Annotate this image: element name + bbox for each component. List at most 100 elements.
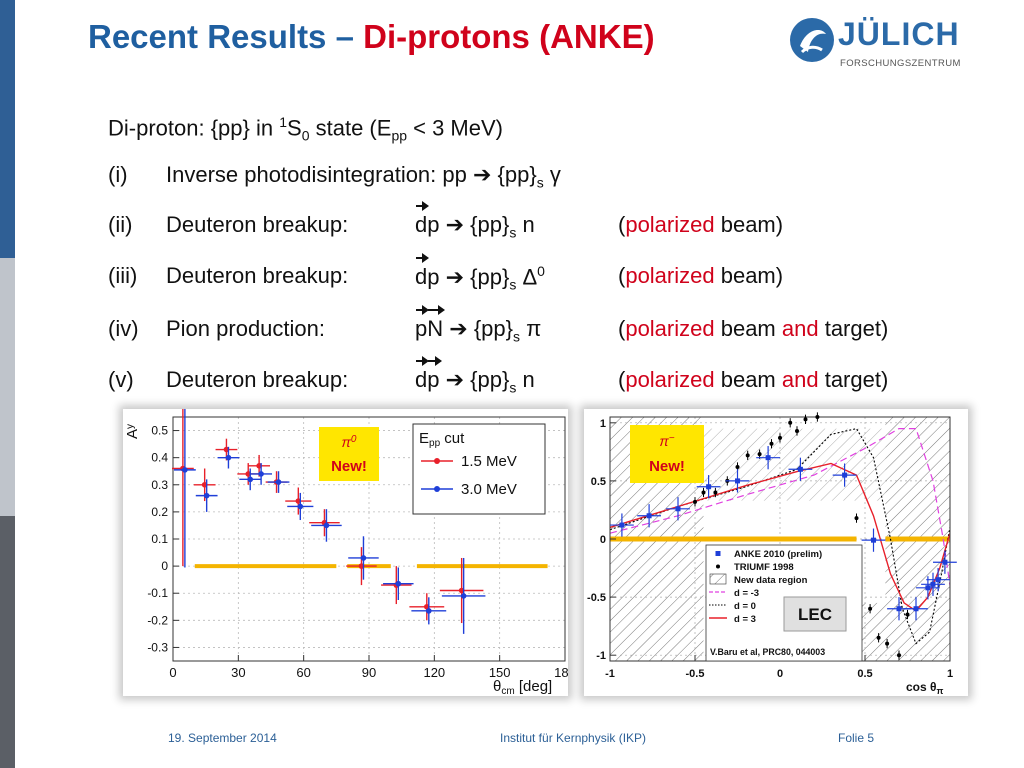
x-tick-label: 90 bbox=[362, 665, 376, 680]
data-point bbox=[896, 606, 902, 612]
data-point bbox=[735, 478, 740, 484]
data-point bbox=[745, 453, 750, 458]
polarized-vector-d: d bbox=[415, 253, 430, 290]
y-tick-label: 0.4 bbox=[151, 451, 168, 465]
y-tick-label: -1 bbox=[596, 650, 606, 662]
y-tick-label: 0 bbox=[161, 559, 168, 573]
accent-bar-blue bbox=[0, 0, 15, 258]
data-point bbox=[905, 612, 910, 617]
data-point bbox=[797, 466, 803, 472]
item-iv-number: (iv) bbox=[108, 316, 139, 341]
x-tick-label: -1 bbox=[605, 668, 615, 680]
y-tick-label: 0.1 bbox=[151, 532, 168, 546]
item-iii-note: (polarized beam) bbox=[618, 263, 784, 288]
data-point bbox=[258, 471, 264, 477]
footer-institute: Institut für Kernphysik (IKP) bbox=[500, 731, 647, 745]
legend-marker bbox=[434, 486, 440, 492]
data-point bbox=[675, 506, 681, 512]
data-point bbox=[854, 516, 859, 521]
y-tick-label: 1 bbox=[600, 418, 606, 430]
item-v-number: (v) bbox=[108, 367, 134, 392]
item-iv-reaction: pN ➔ {pp}s π bbox=[415, 305, 542, 345]
footer-slide-number: Folie 5 bbox=[838, 731, 875, 745]
x-axis-label: cos θπ bbox=[906, 680, 944, 696]
x-tick-label: 180 bbox=[554, 665, 568, 680]
polarized-vector-n: N bbox=[427, 305, 446, 341]
accent-bar-lightgray bbox=[0, 258, 15, 516]
x-tick-label: 0 bbox=[169, 665, 176, 680]
legend-label: d = 3 bbox=[734, 614, 756, 625]
theory-curve-d-minus3 bbox=[610, 428, 950, 586]
data-point bbox=[778, 435, 782, 440]
data-point bbox=[871, 537, 876, 543]
data-point bbox=[868, 606, 873, 611]
item-v-reaction: dp ➔ {pp}s n bbox=[415, 356, 535, 396]
data-point bbox=[913, 606, 919, 612]
data-point bbox=[795, 428, 799, 433]
polarized-vector-d: d bbox=[415, 356, 430, 392]
x-axis-label: θcm [deg] bbox=[493, 678, 552, 696]
y-tick-label: -0.3 bbox=[147, 640, 168, 654]
data-point bbox=[275, 479, 282, 485]
badge-new: New! bbox=[649, 458, 685, 475]
legend-marker bbox=[434, 458, 440, 464]
y-tick-label: 0 bbox=[600, 534, 606, 546]
plot-right-svg: cos θπ π− New! -1 -0.5 0 0.5 1 -1 -0.5 0 0.5 1 ANK… bbox=[587, 412, 957, 696]
data-point bbox=[701, 490, 706, 495]
legend-label: TRIUMF 1998 bbox=[734, 562, 794, 573]
item-iii-label: Deuteron breakup: bbox=[166, 263, 349, 288]
polarized-vector-p: p bbox=[415, 305, 430, 341]
data-point bbox=[182, 467, 188, 473]
new-badge bbox=[319, 427, 379, 481]
arrow-icon: ➔ bbox=[445, 212, 465, 237]
data-point bbox=[247, 476, 254, 483]
data-point bbox=[925, 585, 931, 591]
lec-box bbox=[783, 596, 847, 632]
legend-label: d = 0 bbox=[734, 601, 756, 612]
data-point bbox=[765, 455, 771, 461]
legend-label: New data region bbox=[734, 575, 808, 586]
x-tick-label: -0.5 bbox=[686, 668, 705, 680]
arrow-icon: ➔ bbox=[445, 367, 465, 392]
data-point bbox=[803, 417, 808, 422]
slide-title: Recent Results – Di-protons (ANKE) bbox=[88, 18, 655, 56]
x-tick-label: 30 bbox=[231, 665, 245, 680]
item-iv-note: (polarized beam and target) bbox=[618, 316, 889, 341]
data-point bbox=[713, 490, 718, 495]
arrow-icon: ➔ bbox=[472, 162, 492, 187]
item-ii-note: (polarized beam) bbox=[618, 212, 784, 237]
data-point bbox=[225, 454, 232, 461]
arrow-icon: ➔ bbox=[445, 264, 465, 290]
data-point bbox=[426, 608, 432, 614]
badge-pi0: π0 bbox=[342, 434, 357, 450]
item-ii-number: (ii) bbox=[108, 212, 133, 237]
y-tick-label: 0.2 bbox=[151, 505, 168, 519]
data-point bbox=[395, 580, 402, 587]
juelich-logo: JÜLICH FORSCHUNGSZENTRUM bbox=[788, 14, 988, 74]
legend-label: ANKE 2010 (prelim) bbox=[734, 549, 822, 560]
data-point bbox=[876, 635, 881, 640]
item-iii-number: (iii) bbox=[108, 263, 138, 288]
item-iii-reaction: dp ➔ {pp}s Δ0 bbox=[415, 253, 545, 293]
plot-left-panel: Ay θcm [deg] π0 New! Epp cut 0 30 60 90 120 1… bbox=[123, 370, 576, 697]
arrow-icon: ➔ bbox=[449, 316, 468, 341]
x-tick-label: 1 bbox=[947, 668, 953, 680]
y-axis-label: Ay bbox=[124, 424, 141, 439]
polarized-vector-p: p bbox=[427, 356, 442, 392]
item-v-note: (polarized beam and target) bbox=[618, 367, 889, 392]
legend-title: Epp cut bbox=[419, 430, 465, 449]
data-point bbox=[460, 593, 467, 599]
y-tick-label: 0.5 bbox=[591, 476, 606, 488]
theory-curve-d-0 bbox=[610, 427, 950, 645]
legend-label: 3.0 MeV bbox=[461, 481, 517, 498]
plot-right-panel: cos θπ π− New! -1 -0.5 0 0.5 1 -1 -0.5 0 0.5 1 ANK… bbox=[584, 409, 968, 696]
x-tick-label: 0.5 bbox=[857, 668, 872, 680]
legend-marker bbox=[709, 573, 727, 585]
x-tick-label: 60 bbox=[296, 665, 310, 680]
lec-label: LEC bbox=[798, 605, 832, 624]
data-point bbox=[757, 452, 762, 457]
data-point bbox=[897, 653, 901, 658]
logo-subtitle: FORSCHUNGSZENTRUM bbox=[840, 58, 961, 69]
data-point bbox=[646, 513, 652, 519]
data-point bbox=[735, 464, 740, 469]
